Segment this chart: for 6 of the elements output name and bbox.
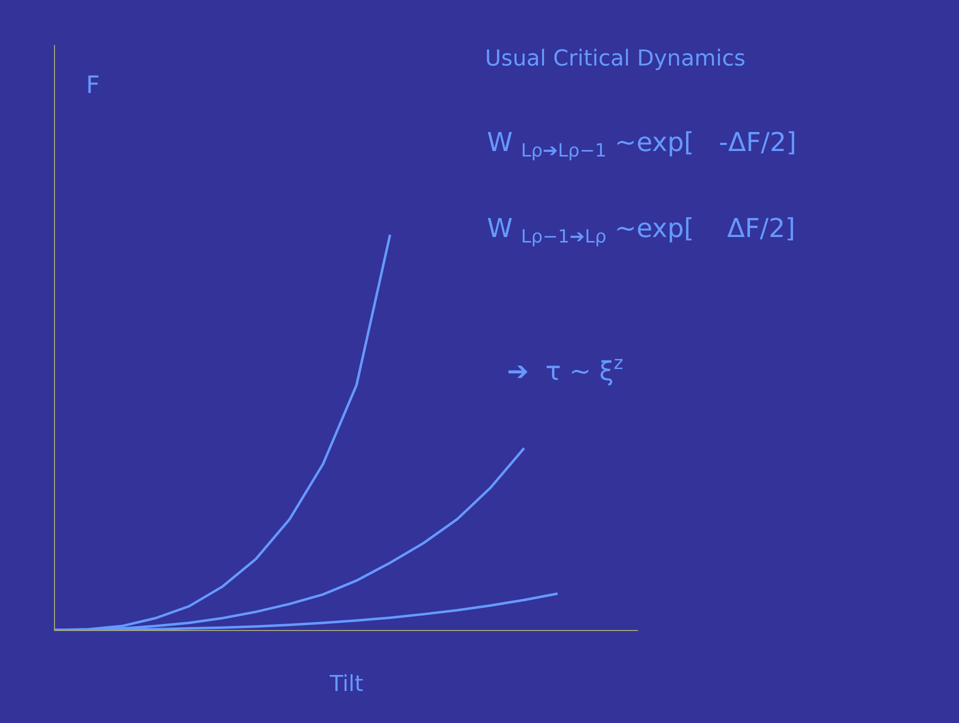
chart-title: Usual Critical Dynamics: [485, 46, 746, 72]
text: W $_{Lρ➔Lρ−1}$ ~exp[ -ΔF/2]: [487, 128, 796, 162]
annotation: W $_{Lρ−1➔Lρ}$ ~exp[ ΔF/2]: [487, 214, 796, 248]
x-axis-title: Tilt: [328, 672, 364, 697]
annotation: ➔ τ ~ ξ$^{z}$: [507, 353, 624, 387]
text: F: [86, 71, 100, 99]
